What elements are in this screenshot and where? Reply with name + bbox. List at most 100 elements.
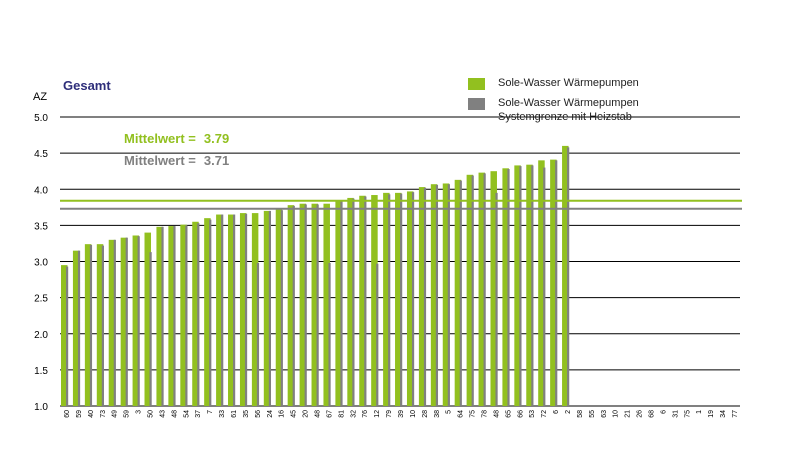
- x-tick-label: 21: [625, 410, 632, 418]
- x-tick-label: 56: [255, 410, 262, 418]
- bar-green: [514, 165, 521, 406]
- mean-lines-layer: [60, 199, 742, 210]
- bar-green: [61, 265, 68, 406]
- bar-green: [251, 213, 259, 406]
- bar-green: [204, 218, 211, 406]
- bar-gray: [89, 244, 93, 406]
- legend-swatch-gray: [468, 98, 485, 110]
- legend-label-gray: Sole-Wasser Wärmepumpen Systemgrenze mit…: [498, 97, 639, 123]
- bar-gray: [185, 225, 188, 406]
- x-tick-label: 6: [553, 410, 560, 414]
- x-tick-label: 31: [672, 410, 679, 418]
- bar-gray: [316, 204, 319, 406]
- x-tick-label: 54: [183, 410, 190, 418]
- bar-green: [72, 250, 80, 406]
- bar-green: [478, 172, 486, 406]
- legend-item-green: Sole-Wasser Wärmepumpen: [468, 76, 688, 90]
- bar-green: [287, 205, 295, 406]
- bar-green: [502, 168, 509, 406]
- bar-green: [132, 235, 140, 406]
- x-tick-label: 63: [601, 410, 608, 418]
- x-tick-label: 72: [541, 410, 548, 418]
- bar-gray: [244, 213, 248, 406]
- mean-value-green: 3.79: [203, 131, 230, 146]
- y-tick-label: 4.0: [34, 185, 48, 196]
- x-tick-label: 68: [649, 410, 656, 418]
- bar-gray: [173, 226, 176, 406]
- x-tick-label: 43: [159, 410, 166, 418]
- bar-green: [406, 191, 414, 406]
- bar-gray: [352, 198, 355, 406]
- bar-green: [526, 164, 533, 406]
- bar-gray: [209, 219, 212, 406]
- bar-gray: [507, 169, 510, 406]
- x-tick-label: 60: [64, 410, 71, 418]
- bar-green: [96, 244, 104, 406]
- bar-gray: [66, 266, 69, 406]
- bar-gray: [77, 250, 81, 406]
- bar-gray: [531, 165, 534, 406]
- x-tick-label: 65: [505, 410, 512, 418]
- bar-green: [454, 179, 462, 406]
- x-tick-label: 55: [589, 410, 596, 418]
- x-tick-label: 53: [529, 410, 536, 418]
- bar-gray: [221, 214, 224, 406]
- bar-gray: [423, 187, 427, 406]
- mean-annotation-gray: Mittelwert = 3.71: [124, 153, 229, 168]
- bar-green: [442, 183, 450, 406]
- bar-gray: [495, 192, 498, 406]
- bar-gray: [364, 196, 367, 406]
- x-tick-label: 59: [124, 410, 131, 418]
- bar-green: [490, 171, 497, 406]
- y-tick-label: 3.5: [34, 221, 48, 232]
- bar-gray: [233, 214, 236, 406]
- bar-green: [347, 197, 354, 406]
- bar-green: [180, 224, 187, 406]
- bar-green: [323, 203, 330, 406]
- bar-gray: [376, 263, 379, 406]
- bar-gray: [328, 262, 331, 406]
- x-tick-label: 48: [493, 410, 500, 418]
- x-tick-label: 38: [434, 410, 441, 418]
- bar-gray: [567, 147, 570, 406]
- x-tick-label: 48: [171, 410, 178, 418]
- x-tick-labels: 60 59 40 73 49 59 3 50 43 48 54 37 7 33 61 35 56 24 16 45 20…: [64, 410, 739, 418]
- bar-gray: [137, 236, 140, 406]
- bar-gray: [268, 210, 272, 406]
- x-tick-label: 66: [517, 410, 524, 418]
- y-tick-label: 2.5: [34, 294, 48, 305]
- x-tick-label: 20: [303, 410, 310, 418]
- bar-gray: [388, 194, 391, 406]
- bar-green: [120, 237, 128, 406]
- bar-green: [168, 226, 175, 406]
- bar-green: [311, 203, 319, 406]
- bar-green: [228, 214, 235, 406]
- x-tick-label: 61: [231, 410, 238, 418]
- bar-gray: [292, 205, 295, 406]
- bar-green: [430, 184, 438, 406]
- x-tick-label: 33: [219, 410, 226, 418]
- y-tick-label: 3.0: [34, 258, 48, 269]
- mean-value-gray: 3.71: [203, 153, 230, 168]
- x-tick-label: 2: [565, 410, 572, 414]
- bar-green: [538, 160, 545, 406]
- bar-green: [395, 192, 402, 406]
- x-tick-label: 75: [470, 410, 477, 418]
- x-tick-label: 77: [732, 410, 739, 418]
- bar-green: [371, 195, 378, 406]
- bar-green: [383, 192, 390, 406]
- bar-green: [335, 200, 342, 406]
- bar-gray: [256, 262, 260, 406]
- bar-green: [359, 195, 366, 406]
- bar-green: [84, 244, 92, 406]
- x-tick-label: 28: [422, 410, 429, 418]
- legend-label-green: Sole-Wasser Wärmepumpen: [498, 77, 639, 89]
- mean-label-green: Mittelwert =: [124, 131, 196, 146]
- x-tick-label: 79: [386, 410, 393, 418]
- bars-layer: [61, 145, 570, 406]
- legend: Sole-Wasser Wärmepumpen Sole-Wasser Wärm…: [468, 76, 688, 130]
- y-tick-labels: 1.0 1.5 2.0 2.5 3.0 3.5 4.0 4.5 5.0: [34, 113, 48, 413]
- bar-gray: [280, 210, 283, 406]
- x-tick-label: 35: [243, 410, 250, 418]
